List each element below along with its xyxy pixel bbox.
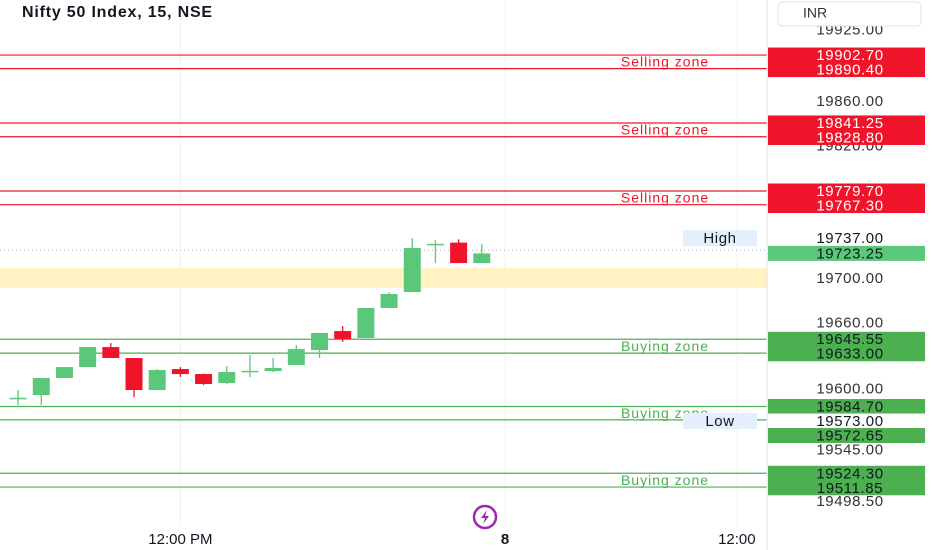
candle-body	[171, 369, 189, 375]
chart-title: Nifty 50 Index, 15, NSE	[22, 4, 213, 21]
zone-label: Buying zone	[621, 338, 709, 354]
y-tick-label: 19545.00	[816, 441, 883, 458]
marker-tag: Low	[705, 413, 734, 430]
price-label: 19633.00	[816, 346, 883, 363]
price-label-box	[768, 230, 925, 246]
price-label-box	[768, 399, 925, 415]
price-label: 19584.70	[816, 398, 883, 415]
price-label-box	[768, 129, 925, 145]
price-label: 19902.70	[816, 47, 883, 64]
plot-area: Selling zone Selling zone Selling zone Buyi…	[0, 0, 767, 527]
candle-body	[9, 397, 27, 400]
x-tick-label: 12:00	[718, 531, 756, 548]
candle-body	[403, 248, 421, 293]
zone-label: Selling zone	[621, 122, 709, 138]
marker-tag: High	[703, 230, 736, 247]
zone-label: Selling zone	[621, 190, 709, 206]
y-tick-label: 19700.00	[816, 270, 883, 287]
price-label-box	[768, 331, 925, 347]
price-label: 19645.55	[816, 331, 883, 348]
zone-label: Selling zone	[621, 54, 709, 70]
candle-body	[357, 308, 375, 338]
candle-body	[473, 253, 491, 264]
price-label-box	[768, 197, 925, 213]
highlight-band	[0, 268, 767, 288]
candle-body	[79, 347, 97, 368]
y-tick-label: 19498.50	[816, 493, 883, 510]
x-tick-label: 8	[501, 531, 509, 548]
candle-body	[218, 372, 236, 383]
price-label-box	[768, 480, 925, 496]
candle-body	[311, 333, 329, 351]
price-label-box	[768, 47, 925, 63]
marker-tag-box	[683, 230, 757, 247]
candle-body	[195, 374, 213, 384]
price-label: 19723.25	[816, 245, 883, 262]
price-label-box	[768, 183, 925, 199]
price-label-box	[768, 115, 925, 131]
price-label: 19572.65	[816, 427, 883, 444]
price-label: 19890.40	[816, 62, 883, 79]
logo-icon	[472, 504, 498, 530]
y-tick-label: 19600.00	[816, 381, 883, 398]
zone-label: Buying zone	[621, 472, 709, 488]
candle-body	[241, 370, 259, 373]
price-label-box	[768, 62, 925, 78]
candle-body	[55, 367, 73, 379]
candle-body	[334, 331, 352, 339]
price-label: 19737.00	[816, 230, 883, 247]
x-tick-label: 12:00 PM	[148, 531, 212, 548]
candle-body	[287, 349, 305, 366]
price-axis: 19925.0019860.0019820.0019700.0019660.00…	[768, 21, 925, 510]
price-label: 19828.80	[816, 129, 883, 146]
currency-box	[777, 1, 922, 27]
candle-body	[380, 294, 398, 309]
price-label: 19524.30	[816, 465, 883, 482]
candle-body	[450, 242, 468, 264]
currency: INR	[803, 5, 827, 21]
price-label-box	[768, 245, 925, 261]
price-label-box	[768, 428, 925, 444]
price-label: 19511.85	[817, 480, 883, 497]
price-label: 19779.70	[816, 183, 883, 200]
candle-body	[32, 378, 50, 396]
y-tick-label: 19860.00	[816, 93, 883, 110]
candle-body	[426, 243, 444, 246]
price-label-box	[768, 346, 925, 362]
price-label: 19767.30	[816, 197, 883, 214]
candle-body	[102, 347, 120, 359]
price-label: 19841.25	[816, 115, 883, 132]
price-label-box	[768, 413, 925, 429]
candle-body	[264, 368, 282, 372]
candle-body	[125, 358, 143, 391]
price-label-box	[768, 465, 925, 481]
price-label: 19573.00	[816, 413, 883, 430]
candle-body	[148, 370, 166, 391]
y-tick-label: 19660.00	[816, 314, 883, 331]
marker-tag-box	[683, 413, 757, 430]
